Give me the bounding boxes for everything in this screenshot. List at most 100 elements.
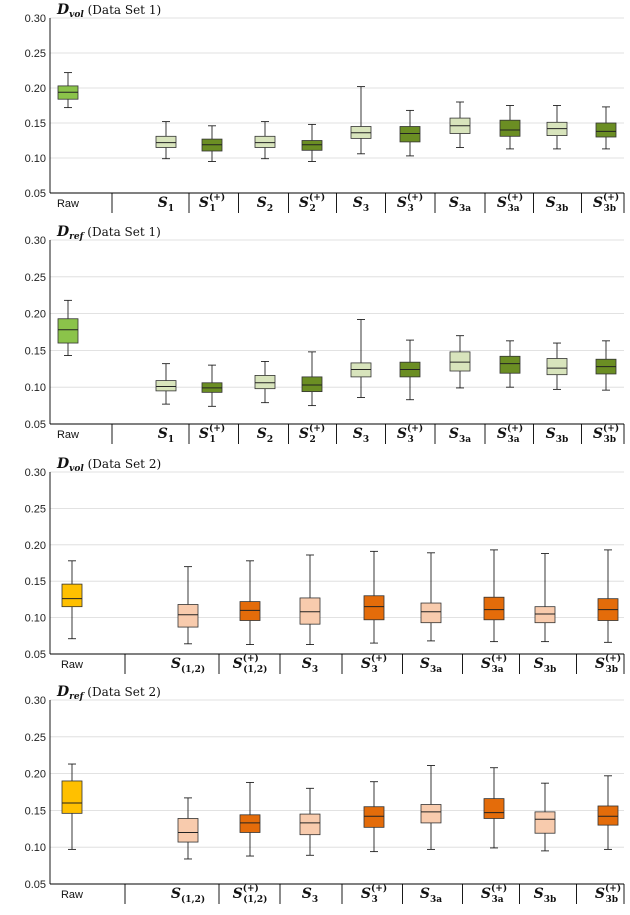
y-tick-label: 0.10 <box>25 613 46 625</box>
box-S1-plus <box>201 364 223 407</box>
box-iqr <box>499 355 521 374</box>
y-tick-label: 0.30 <box>25 467 46 479</box>
box-iqr <box>155 380 177 392</box>
box-S(1,2)-plus <box>239 781 261 857</box>
x-category-label: Raw <box>61 889 83 901</box>
chart-panel-3: 0.30 0.25 0.20 0.15 0.10 0.05 Dvol (Data Set 2… <box>25 456 625 675</box>
box-S1-plus <box>201 125 223 162</box>
chart-panel-2: 0.30 0.25 0.20 0.15 0.10 0.05 Dref (Data Set 1… <box>25 224 625 445</box>
box-iqr <box>299 813 321 836</box>
box-iqr <box>363 806 385 828</box>
x-category-label: S(+) 2 <box>299 192 325 214</box>
y-tick-label: 0.30 <box>25 13 46 25</box>
box-iqr <box>420 602 442 624</box>
box-raw <box>61 560 83 640</box>
x-category-label: S3b <box>534 886 557 905</box>
x-category-label: S3b <box>546 426 569 445</box>
box-S3 <box>299 787 321 856</box>
x-category-label: S(+) 3b <box>593 423 619 445</box>
box-S3b <box>546 342 568 390</box>
box-iqr <box>299 597 321 625</box>
y-tick-label: 0.05 <box>25 649 46 661</box>
x-category-label: S1 <box>158 426 174 445</box>
box-iqr <box>534 606 556 624</box>
x-category-label: S3a <box>420 656 442 675</box>
box-S1 <box>155 363 177 405</box>
x-category-label: Raw <box>61 659 83 671</box>
x-category-label: S(+) 3 <box>397 192 423 214</box>
box-S(1,2)-plus <box>239 560 261 645</box>
x-category-label: S(+) 3 <box>397 423 423 445</box>
y-tick-label: 0.30 <box>25 695 46 707</box>
box-S3a-plus <box>499 105 521 150</box>
y-tick-label: 0.05 <box>25 879 46 891</box>
x-category-label: Raw <box>57 198 79 210</box>
box-S3a-plus <box>483 549 505 643</box>
y-tick-label: 0.05 <box>25 419 46 431</box>
box-iqr <box>546 358 568 376</box>
box-iqr <box>155 135 177 148</box>
box-S3b-plus <box>597 775 619 850</box>
y-tick-label: 0.10 <box>25 382 46 394</box>
chart-panel-4: 0.30 0.25 0.20 0.15 0.10 0.05 Dref (Data Set 2… <box>25 684 625 905</box>
x-category-label: S(+) 3a <box>497 423 523 445</box>
box-iqr <box>61 780 83 814</box>
x-category-label: S(+) 3b <box>593 192 619 214</box>
box-iqr <box>597 805 619 826</box>
panel-title: Dref (Data Set 2) <box>56 684 161 702</box>
box-iqr <box>254 135 276 148</box>
x-category-label: S(+) 3 <box>361 883 387 905</box>
box-raw <box>57 299 79 357</box>
x-category-label: S(+) 3b <box>595 653 621 675</box>
box-raw <box>57 72 79 109</box>
box-S2 <box>254 360 276 404</box>
box-iqr <box>483 798 505 819</box>
x-category-label: S1 <box>158 195 174 214</box>
box-S3b <box>546 105 568 150</box>
box-S3-plus <box>399 339 421 401</box>
x-category-label: S(1,2) <box>171 656 205 675</box>
box-S3 <box>350 86 372 155</box>
y-tick-label: 0.25 <box>25 503 46 515</box>
box-S3-plus <box>363 781 385 853</box>
x-category-label: S(+) 3a <box>481 653 507 675</box>
panel-title: Dvol (Data Set 2) <box>56 456 161 474</box>
box-S3 <box>350 319 372 398</box>
x-category-label: S(+) 1 <box>199 423 225 445</box>
box-iqr <box>239 814 261 833</box>
box-S3a-plus <box>483 767 505 849</box>
x-category-label: S2 <box>257 195 273 214</box>
box-S(1,2) <box>177 566 199 645</box>
box-iqr <box>595 122 617 138</box>
y-tick-label: 0.15 <box>25 345 46 357</box>
box-S(1,2) <box>177 797 199 860</box>
y-tick-label: 0.15 <box>25 805 46 817</box>
x-category-label: S(+) (1,2) <box>233 653 268 675</box>
x-category-label: S(+) 3b <box>595 883 621 905</box>
x-category-label: S(+) 3a <box>481 883 507 905</box>
x-category-label: Raw <box>57 429 79 441</box>
box-S3b-plus <box>595 340 617 391</box>
x-category-label: S3b <box>534 656 557 675</box>
y-tick-label: 0.10 <box>25 153 46 165</box>
x-category-label: S2 <box>257 426 273 445</box>
box-S3 <box>299 554 321 645</box>
chart-panel-1: 0.30 0.25 0.20 0.15 0.10 0.05 Dvol (Data Set 1… <box>25 2 625 214</box>
box-S3a-plus <box>499 340 521 388</box>
x-category-label: S3 <box>353 426 369 445</box>
y-tick-label: 0.25 <box>25 48 46 60</box>
x-category-label: S3a <box>449 195 471 214</box>
x-category-label: S(+) 3 <box>361 653 387 675</box>
y-tick-label: 0.20 <box>25 769 46 781</box>
y-tick-label: 0.20 <box>25 309 46 321</box>
box-iqr <box>254 375 276 390</box>
x-category-label: S(+) 1 <box>199 192 225 214</box>
box-iqr <box>399 126 421 143</box>
box-iqr <box>420 804 442 824</box>
box-iqr <box>301 376 323 393</box>
box-S3b-plus <box>595 106 617 150</box>
x-category-label: S(+) 3a <box>497 192 523 214</box>
box-S3b-plus <box>597 549 619 643</box>
y-tick-label: 0.20 <box>25 540 46 552</box>
